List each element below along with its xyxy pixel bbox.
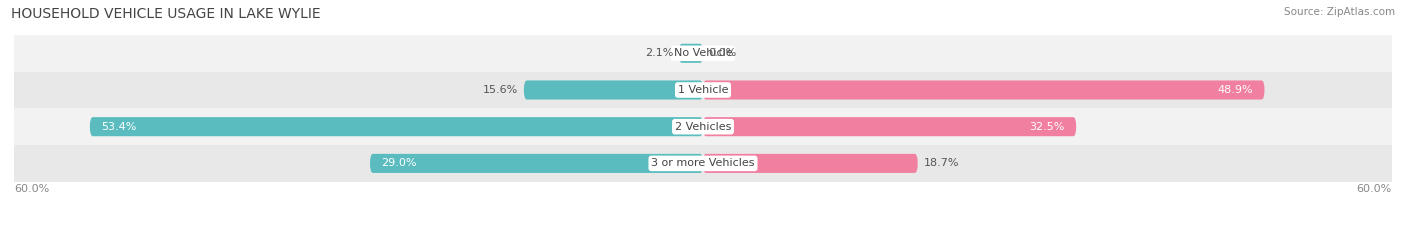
Text: 3 or more Vehicles: 3 or more Vehicles [651, 158, 755, 168]
Text: 0.0%: 0.0% [709, 48, 737, 58]
FancyBboxPatch shape [703, 117, 1076, 136]
Text: 60.0%: 60.0% [1357, 184, 1392, 194]
Text: 2 Vehicles: 2 Vehicles [675, 122, 731, 132]
FancyBboxPatch shape [524, 80, 703, 99]
Text: 18.7%: 18.7% [924, 158, 959, 168]
Bar [14, 72, 1392, 108]
Bar [14, 108, 1392, 145]
FancyBboxPatch shape [679, 44, 703, 63]
Text: 32.5%: 32.5% [1029, 122, 1064, 132]
Text: 2.1%: 2.1% [645, 48, 673, 58]
Text: 60.0%: 60.0% [14, 184, 49, 194]
Text: 48.9%: 48.9% [1218, 85, 1253, 95]
Text: 1 Vehicle: 1 Vehicle [678, 85, 728, 95]
Text: No Vehicle: No Vehicle [673, 48, 733, 58]
Text: 53.4%: 53.4% [101, 122, 136, 132]
Text: Source: ZipAtlas.com: Source: ZipAtlas.com [1284, 7, 1395, 17]
Text: HOUSEHOLD VEHICLE USAGE IN LAKE WYLIE: HOUSEHOLD VEHICLE USAGE IN LAKE WYLIE [11, 7, 321, 21]
Bar [14, 145, 1392, 182]
Text: 15.6%: 15.6% [482, 85, 519, 95]
FancyBboxPatch shape [703, 80, 1264, 99]
Text: 29.0%: 29.0% [381, 158, 418, 168]
FancyBboxPatch shape [703, 154, 918, 173]
FancyBboxPatch shape [90, 117, 703, 136]
FancyBboxPatch shape [370, 154, 703, 173]
Bar [14, 35, 1392, 72]
